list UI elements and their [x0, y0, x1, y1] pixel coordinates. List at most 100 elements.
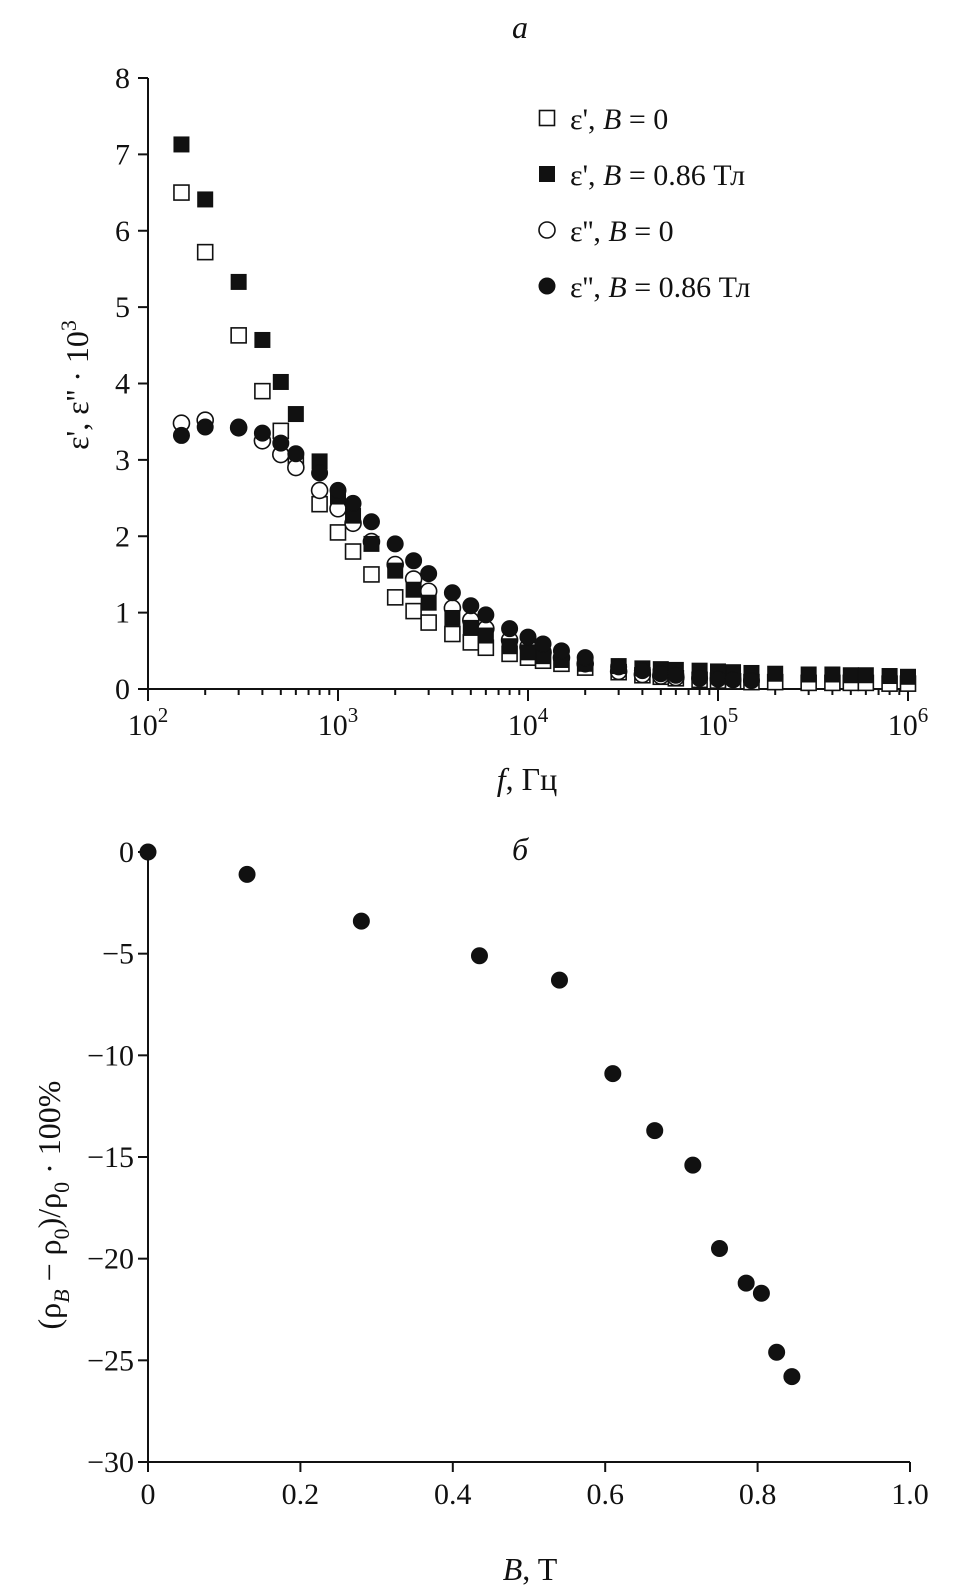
panel-a-point [405, 581, 422, 598]
panel-a-point [857, 667, 874, 684]
panel-a-point [477, 627, 494, 644]
panel-b-point [752, 1284, 770, 1302]
panel-b-point [684, 1156, 702, 1174]
panel-a-point [444, 609, 461, 626]
panel-b-points [139, 843, 801, 1386]
panel-b-y-axis-title: (ρB − ρ0)/ρ0 · 100% [31, 1081, 74, 1330]
panel-a-point [724, 671, 742, 689]
panel-a-point [462, 619, 479, 636]
panel-a-legend-label: ε'', B = 0 [570, 215, 674, 248]
panel-a-legend-label: ε'', B = 0.86 Тл [570, 271, 751, 304]
panel-a-point [501, 620, 519, 638]
panel-a-x-tick-label: 106 [888, 703, 929, 742]
panel-a-x-axis-title: f, Гц [497, 761, 558, 797]
panel-a-point [173, 184, 190, 201]
panel-a-y-tick-label: 0 [115, 673, 130, 706]
panel-a-point [420, 594, 437, 611]
panel-a-point [344, 494, 362, 512]
panel-b-axes: 0−5−10−15−20−25−300 0.2 0.4 0.6 0.8 1.0 [87, 836, 929, 1511]
panel-a-point [387, 562, 404, 579]
panel-b-chart: б 0−5−10−15−20−25−300 0.2 0.4 0.6 0.8 1.0 B, … [31, 831, 929, 1587]
panel-a-point [386, 535, 404, 553]
panel-a-legend-label: ε', B = 0 [570, 103, 668, 136]
panel-a-point [230, 418, 248, 436]
panel-a-point [444, 625, 461, 643]
panel-a-point [230, 273, 247, 290]
panel-b-y-tick-label: −10 [87, 1039, 134, 1072]
panel-a-point [310, 481, 329, 500]
panel-a-point [742, 672, 760, 690]
panel-a-x-tick-label: 103 [318, 703, 359, 742]
panel-a-point [420, 614, 437, 631]
panel-a-point [610, 658, 628, 676]
panel-b-x-tick-label: 0.6 [586, 1478, 624, 1511]
panel-a-y-tick-label: 7 [115, 138, 130, 171]
panel-a-point [196, 243, 214, 261]
panel-a-point [462, 597, 480, 615]
panel-b-x-tick-label: 0.4 [434, 1478, 472, 1511]
panel-a-point [405, 552, 423, 570]
panel-a-y-tick-label: 5 [115, 291, 130, 324]
panel-a-x-tick-label: 102 [128, 703, 169, 742]
panel-b-point [646, 1122, 664, 1140]
panel-a-point [633, 662, 651, 680]
panel-a-point [824, 666, 841, 683]
panel-a-y-tick-label: 4 [115, 368, 130, 401]
panel-a-y-tick-label: 3 [115, 444, 130, 477]
panel-b-point [139, 843, 157, 861]
panel-b-y-tick-label: −30 [87, 1446, 134, 1479]
panel-a-point [709, 670, 727, 688]
panel-a-y-tick-label: 2 [115, 520, 130, 553]
panel-b-y-tick-label: −15 [87, 1141, 134, 1174]
panel-a-letter: a [512, 9, 528, 45]
panel-b-point [604, 1065, 622, 1083]
panel-a-point [287, 445, 305, 463]
panel-a-point [362, 513, 380, 531]
panel-a-point [254, 382, 271, 400]
panel-a-axes: 0 1 2 3 4 5 6 7 8 102 103 104 105 106 [115, 62, 928, 742]
panel-a-point [652, 665, 670, 683]
panel-b-point [783, 1368, 801, 1386]
panel-b-point [711, 1240, 728, 1257]
panel-a-legend-label: ε', B = 0.86 Тл [570, 159, 745, 192]
panel-a-point [386, 589, 404, 606]
panel-a-point [329, 524, 347, 541]
panel-b-y-tick-label: −5 [102, 938, 134, 971]
panel-a-point [272, 373, 289, 390]
panel-a-point [272, 434, 290, 452]
panel-b-x-tick-label: 0 [141, 1478, 156, 1511]
panel-a-legend-marker [538, 221, 556, 239]
panel-a-x-tick-label: 104 [508, 703, 549, 742]
panel-b-point [550, 971, 568, 989]
panel-a-point [520, 644, 536, 661]
panel-b-letter: б [512, 831, 529, 867]
panel-a-point [287, 406, 304, 423]
panel-a-point [173, 136, 190, 153]
panel-a-point [420, 565, 438, 583]
panel-a-point [900, 668, 916, 685]
panel-a-point [462, 634, 480, 651]
panel-b-point [470, 947, 488, 965]
panel-a-point [230, 327, 247, 344]
panel-a-point [329, 481, 347, 499]
panel-a-point [196, 418, 214, 436]
panel-a-point [881, 668, 898, 685]
panel-a-point [534, 635, 552, 653]
panel-a-y-tick-label: 1 [115, 597, 130, 630]
panel-b-y-tick-label: 0 [119, 836, 134, 869]
panel-a-point [842, 667, 859, 684]
panel-a-point [501, 638, 518, 655]
panel-a-point [691, 669, 709, 687]
panel-a-x-tick-label: 105 [698, 703, 739, 742]
panel-a-point [405, 602, 422, 620]
panel-a-legend-marker [538, 277, 556, 295]
panel-a-legend-marker [539, 166, 555, 182]
panel-a-point [311, 464, 329, 482]
panel-b-point [737, 1274, 755, 1292]
panel-a-y-tick-label: 6 [115, 215, 130, 248]
panel-a-point [253, 424, 271, 442]
panel-b-point [768, 1343, 786, 1361]
panel-a-point [667, 666, 685, 684]
